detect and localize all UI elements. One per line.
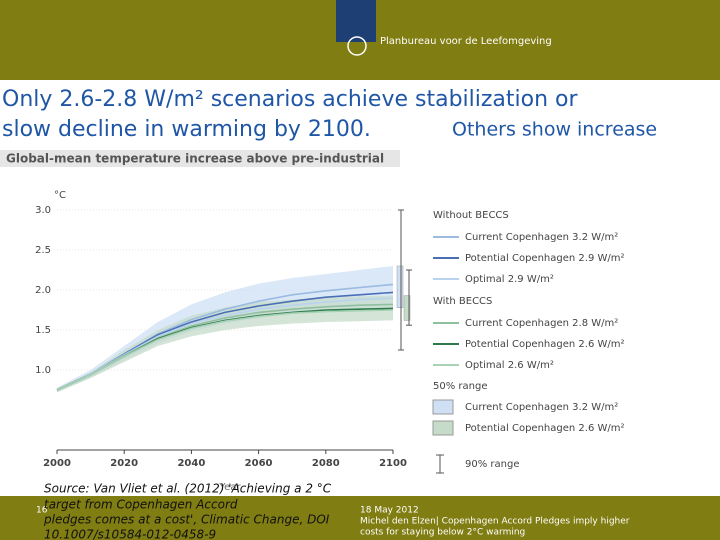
legend-heading: Without BECCS	[433, 210, 509, 221]
range-band	[57, 295, 393, 393]
page-number: 16	[36, 506, 48, 516]
legend-label: Optimal 2.9 W/m²	[465, 274, 554, 285]
y-tick-label: 2.5	[35, 245, 51, 256]
footer-bar	[0, 496, 720, 540]
slide-title: Only 2.6-2.8 W/m² scenarios achieve stab…	[2, 87, 579, 112]
slide-title: slow decline in warming by 2100.	[2, 117, 371, 142]
legend-swatch	[432, 420, 454, 436]
x-tick-label: 2020	[110, 458, 138, 469]
y-axis-label: °C	[54, 190, 66, 201]
footer-date: 18 May 2012	[360, 506, 419, 516]
logo-strip	[336, 0, 376, 42]
legend-heading: 50% range	[433, 381, 487, 392]
logo	[347, 36, 367, 56]
source: 10.1007/s10584-012-0458-9	[44, 528, 216, 540]
y-tick-label: 1.0	[35, 365, 51, 376]
range-box	[403, 295, 411, 321]
range-box	[396, 265, 404, 308]
y-tick-label: 2.0	[35, 285, 51, 296]
range-band	[57, 266, 393, 393]
legend-heading: 90% range	[465, 459, 519, 470]
footer-text: Michel den Elzen| Copenhagen Accord Pled…	[360, 517, 630, 527]
chart-title-bar	[0, 150, 400, 167]
legend-label: Optimal 2.6 W/m²	[465, 360, 554, 371]
slide-title: Others show increase	[452, 119, 657, 141]
x-tick-label: 2100	[379, 458, 407, 469]
y-tick-label: 3.0	[35, 205, 51, 216]
legend-label: Current Copenhagen 3.2 W/m²	[465, 232, 618, 243]
legend-swatch	[432, 399, 454, 415]
legend-label: Potential Copenhagen 2.9 W/m²	[465, 253, 625, 264]
x-tick-label: 2040	[177, 458, 205, 469]
legend-label: Potential Copenhagen 2.6 W/m²	[465, 339, 625, 350]
x-tick-label: 2080	[312, 458, 340, 469]
source: Source: Van Vliet et al. (2012) 'Achievi…	[44, 482, 332, 496]
x-tick-label: 2000	[43, 458, 71, 469]
legend-label: Current Copenhagen 3.2 W/m²	[465, 402, 618, 413]
chart-title: Global-mean temperature increase above p…	[6, 152, 384, 166]
legend-label: Current Copenhagen 2.8 W/m²	[465, 318, 618, 329]
legend-label: Potential Copenhagen 2.6 W/m²	[465, 423, 625, 434]
x-tick-label: 2060	[245, 458, 273, 469]
y-tick-label: 1.5	[35, 325, 51, 336]
series-line	[56, 309, 394, 391]
source: target from Copenhagen Accord	[44, 498, 238, 512]
footer-text: costs for staying below 2°C warming	[360, 528, 525, 538]
org-name: Planbureau voor de Leefomgeving	[380, 36, 552, 47]
legend-swatch	[436, 454, 444, 474]
legend-heading: With BECCS	[433, 296, 492, 307]
source: pledges comes at a cost', Climatic Chang…	[43, 513, 330, 527]
x-axis-label: Year	[218, 482, 241, 493]
